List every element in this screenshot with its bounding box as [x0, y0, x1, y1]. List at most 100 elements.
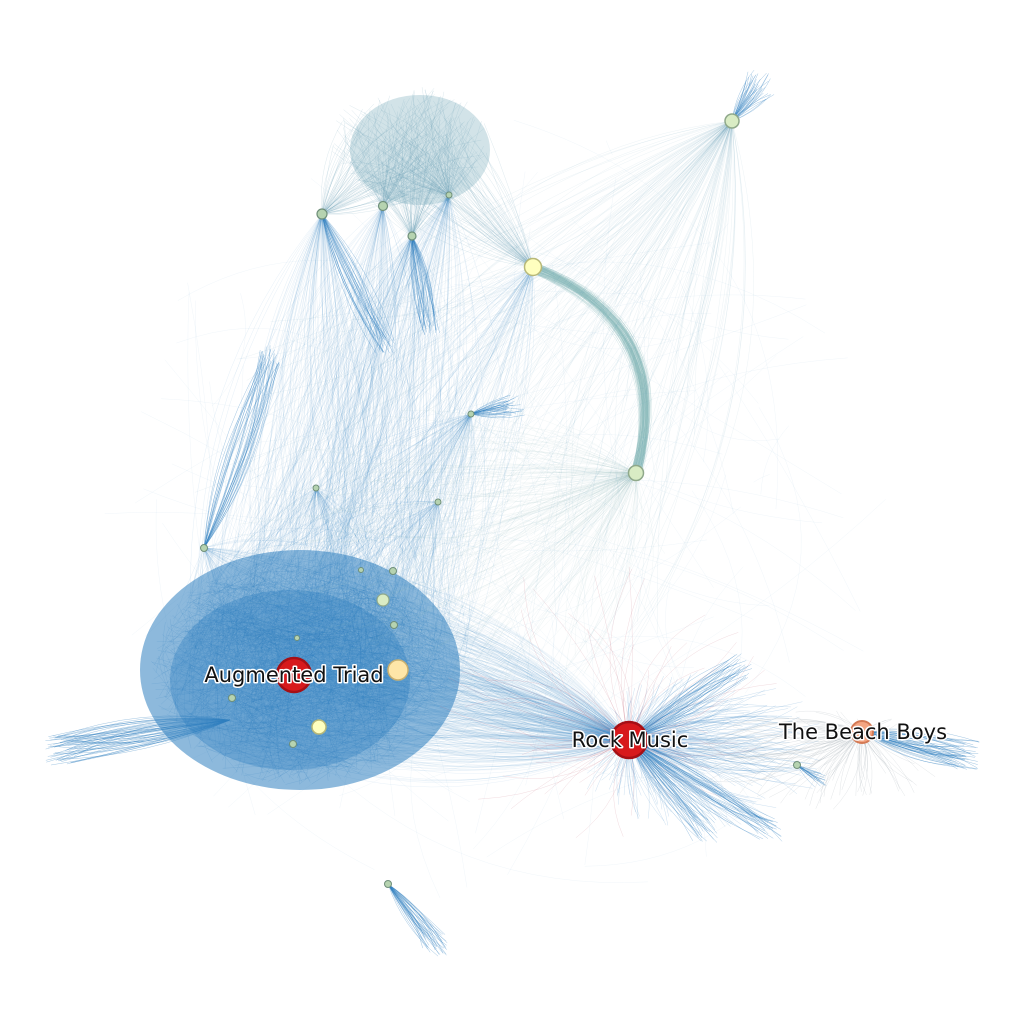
node-bottom[interactable] — [384, 880, 392, 888]
edge — [281, 661, 404, 753]
edge — [213, 607, 329, 628]
edge — [162, 621, 202, 739]
edge — [193, 619, 201, 657]
node-top-small-1[interactable] — [377, 200, 389, 212]
node-cluster-1[interactable] — [376, 593, 390, 607]
edge — [250, 690, 433, 725]
edge — [288, 625, 342, 635]
edge — [266, 636, 359, 645]
edge — [592, 120, 733, 482]
edge — [196, 577, 333, 736]
edge — [263, 593, 398, 635]
edge — [224, 596, 401, 708]
edge — [165, 601, 222, 699]
node-top-left[interactable] — [316, 208, 328, 220]
edge — [221, 726, 303, 742]
node-cluster-6[interactable] — [228, 694, 236, 702]
node-cluster-3[interactable] — [390, 621, 398, 629]
edge — [259, 641, 324, 755]
edge — [287, 603, 312, 660]
edge — [266, 700, 382, 727]
node-right-small[interactable] — [793, 761, 801, 769]
edge — [250, 622, 360, 703]
edge — [356, 688, 436, 707]
edge — [161, 639, 341, 674]
edge — [207, 641, 237, 726]
edge — [318, 577, 334, 664]
edge — [187, 612, 315, 708]
edge — [254, 561, 336, 631]
edge — [281, 584, 389, 594]
edge — [315, 588, 439, 643]
edge — [210, 562, 354, 615]
edge — [168, 588, 274, 708]
edge — [167, 626, 278, 652]
edge — [270, 558, 311, 783]
edge — [507, 269, 646, 875]
node-cluster-9[interactable] — [358, 567, 364, 573]
node-cluster-4[interactable] — [387, 659, 409, 681]
label-augmented-triad: Augmented Triad — [204, 663, 383, 687]
edge — [198, 741, 340, 753]
edge — [206, 694, 409, 713]
edge — [341, 609, 361, 700]
node-mid-2[interactable] — [312, 484, 320, 492]
edge — [207, 596, 236, 742]
edge — [343, 679, 355, 689]
edge — [717, 363, 861, 612]
edge — [338, 569, 371, 685]
node-left-edge[interactable] — [200, 544, 208, 552]
edge — [150, 661, 348, 762]
edge — [288, 563, 399, 625]
edge — [304, 570, 362, 681]
edge — [328, 702, 425, 754]
node-mid-3[interactable] — [434, 498, 442, 506]
node-top-small-2[interactable] — [407, 231, 417, 241]
edge — [252, 585, 331, 619]
edge — [635, 472, 665, 554]
node-cluster-5[interactable] — [311, 719, 327, 735]
edge — [284, 613, 387, 765]
edge — [192, 628, 254, 752]
edge — [206, 722, 308, 733]
node-top-center[interactable] — [523, 257, 543, 277]
edge — [275, 560, 408, 624]
edge — [206, 631, 331, 654]
edge — [182, 605, 310, 734]
edge — [305, 577, 372, 672]
edge — [296, 600, 385, 779]
edge — [230, 673, 297, 764]
node-cluster-2[interactable] — [389, 567, 397, 575]
edge — [259, 560, 370, 592]
edge — [304, 746, 337, 761]
edge — [606, 140, 613, 155]
edge — [314, 670, 418, 769]
node-top-right[interactable] — [724, 113, 740, 129]
edge — [284, 596, 292, 604]
edge — [193, 646, 315, 701]
node-cluster-7[interactable] — [289, 740, 297, 748]
edge — [338, 566, 406, 737]
edge — [208, 629, 221, 649]
node-top-small-3[interactable] — [445, 191, 453, 199]
edge — [217, 627, 279, 775]
edge — [658, 402, 790, 663]
node-mid-1[interactable] — [467, 410, 475, 418]
edge — [334, 576, 448, 674]
edge — [376, 630, 431, 654]
node-middle-right[interactable] — [627, 464, 645, 482]
edge — [243, 611, 277, 652]
edge — [283, 669, 444, 722]
edge — [314, 660, 410, 689]
edge — [316, 579, 346, 765]
edge — [179, 618, 357, 684]
edge — [505, 120, 734, 742]
edge — [269, 578, 400, 620]
edge — [216, 714, 401, 740]
node-cluster-8[interactable] — [294, 635, 300, 641]
edge — [200, 745, 379, 770]
edge — [238, 602, 343, 760]
edge — [316, 630, 393, 641]
edge — [335, 634, 396, 659]
